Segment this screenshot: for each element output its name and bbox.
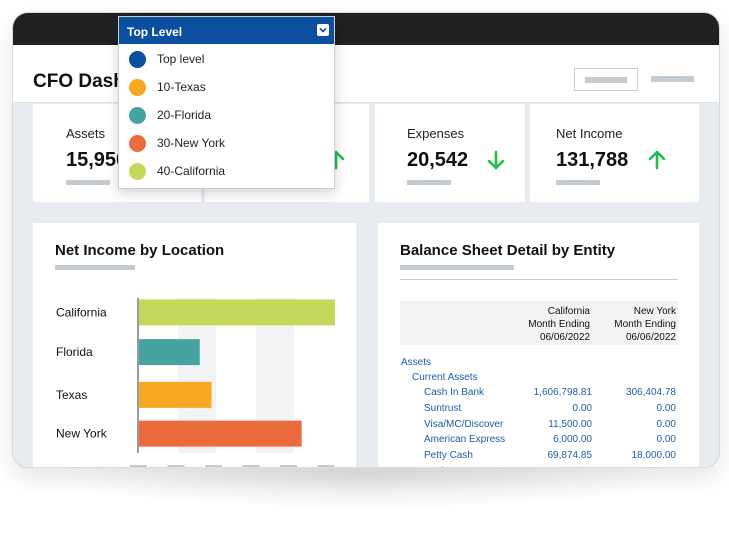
x-tick-placeholder bbox=[205, 465, 222, 467]
bar-new-york bbox=[139, 420, 302, 447]
row-name: Petty Cash bbox=[424, 450, 473, 462]
color-dot-icon bbox=[129, 163, 146, 180]
row-value-new-york: 0.00 bbox=[656, 418, 676, 430]
panel-title: Net Income by Location bbox=[55, 242, 225, 259]
row-name: Cash In Bank bbox=[424, 387, 485, 398]
table-row[interactable]: Visa/MC/Discover 11,500.00 0.00 bbox=[378, 419, 699, 434]
row-value-california: 0.00 bbox=[572, 402, 592, 414]
category-label: Florida bbox=[56, 345, 93, 359]
panel-subtitle-bar bbox=[400, 265, 514, 270]
net-income-panel: Net Income by Location California Florida… bbox=[33, 223, 356, 467]
chevron-down-icon[interactable] bbox=[317, 24, 329, 36]
kpi-value: 131,788 bbox=[556, 149, 629, 171]
header-link[interactable] bbox=[651, 76, 694, 82]
location-dropdown[interactable]: Top Level Top level 10-Texas 20-Florida 30-… bbox=[118, 16, 335, 189]
kpi-label: Assets bbox=[66, 126, 106, 141]
kpi-value: 20,542 bbox=[407, 149, 469, 171]
dropdown-option[interactable]: 40-California bbox=[119, 157, 334, 185]
arrow-up-icon bbox=[648, 150, 666, 170]
table-row[interactable]: Petty Cash 69,874.85 18,000.00 bbox=[378, 450, 699, 465]
section-label[interactable]: Assets bbox=[401, 357, 432, 368]
row-value-california: 69,874.85 bbox=[547, 450, 593, 462]
kpi-label: Expenses bbox=[407, 126, 465, 141]
row-value-new-york: 306,404.78 bbox=[625, 387, 676, 398]
column-header-new-york: New York Month Ending 06/06/2022 bbox=[614, 306, 676, 343]
table-row[interactable]: American Express 6,000.00 0.00 bbox=[378, 434, 699, 449]
dropdown-option[interactable]: 10-Texas bbox=[119, 73, 334, 101]
net-income-bar-chart: California Florida Texas New York bbox=[56, 298, 335, 467]
kpi-placeholder-bar bbox=[407, 180, 451, 185]
dropdown-option-label: 10-Texas bbox=[157, 80, 206, 94]
row-value-new-york: 16,132.00 bbox=[592, 466, 677, 467]
section-label[interactable]: Current Assets bbox=[412, 372, 478, 383]
kpi-value: 15,950 bbox=[66, 149, 128, 171]
row-value-new-york: 0.00 bbox=[656, 434, 676, 446]
row-name: American Express bbox=[424, 434, 506, 446]
dropdown-option-label: 20-Florida bbox=[157, 108, 212, 122]
dropdown-selected-label: Top Level bbox=[127, 25, 183, 39]
dropdown-option[interactable]: 30-New York bbox=[119, 129, 334, 157]
table-row[interactable]: Savings 6,132.0016,132.00 bbox=[378, 466, 699, 467]
dropdown-option-label: 40-California bbox=[157, 164, 226, 178]
x-tick-placeholder bbox=[130, 465, 147, 467]
header-action-button[interactable] bbox=[574, 68, 638, 91]
row-name: Visa/MC/Discover bbox=[424, 418, 504, 430]
row-value-california: 1,606,798.81 bbox=[533, 387, 592, 398]
kpi-card-net-income[interactable]: Net Income 131,788 bbox=[530, 104, 699, 202]
bar-texas bbox=[139, 381, 212, 408]
balance-sheet-panel: Balance Sheet Detail by Entity Californi… bbox=[378, 223, 699, 467]
kpi-placeholder-bar bbox=[556, 180, 600, 185]
dropdown-option-label: 30-New York bbox=[157, 136, 226, 150]
row-name: Suntrust bbox=[424, 402, 462, 414]
dropdown-option[interactable]: Top level bbox=[119, 45, 334, 73]
row-value-california: 6,132.00 bbox=[490, 466, 592, 467]
dropdown-option[interactable]: 20-Florida bbox=[119, 101, 334, 129]
column-header-california: California Month Ending 06/06/2022 bbox=[528, 306, 590, 343]
color-dot-icon bbox=[129, 107, 146, 124]
x-tick-placeholder bbox=[167, 465, 185, 467]
kpi-label: Net Income bbox=[556, 126, 623, 141]
divider bbox=[400, 279, 678, 280]
category-label: California bbox=[56, 305, 107, 319]
row-name: Savings bbox=[424, 466, 460, 467]
color-dot-icon bbox=[129, 51, 146, 68]
category-label: New York bbox=[56, 427, 108, 441]
table-row[interactable]: Suntrust 0.00 0.00 bbox=[378, 403, 699, 418]
x-tick-placeholder bbox=[317, 465, 335, 467]
x-tick-placeholder bbox=[280, 465, 297, 467]
kpi-placeholder-bar bbox=[66, 180, 110, 185]
dropdown-selected[interactable]: Top Level bbox=[119, 17, 334, 44]
row-value-new-york: 18,000.00 bbox=[631, 450, 677, 462]
color-dot-icon bbox=[129, 79, 146, 96]
arrow-down-icon bbox=[487, 150, 505, 170]
row-value-california: 11,500.00 bbox=[548, 418, 592, 430]
color-dot-icon bbox=[129, 135, 146, 152]
bar-california bbox=[139, 299, 335, 326]
table-row[interactable]: Cash In Bank 1,606,798.81 306,404.78 bbox=[378, 387, 699, 402]
dropdown-option-label: Top level bbox=[157, 52, 205, 66]
table-header bbox=[400, 301, 678, 345]
panel-subtitle-bar bbox=[55, 265, 135, 270]
bar-florida bbox=[139, 339, 200, 366]
x-tick-placeholder bbox=[242, 465, 260, 467]
row-value-new-york: 0.00 bbox=[656, 402, 676, 414]
kpi-card-expenses[interactable]: Expenses 20,542 bbox=[375, 104, 525, 202]
category-label: Texas bbox=[56, 388, 87, 402]
panel-title: Balance Sheet Detail by Entity bbox=[400, 242, 616, 259]
row-value-california: 6,000.00 bbox=[553, 434, 592, 446]
